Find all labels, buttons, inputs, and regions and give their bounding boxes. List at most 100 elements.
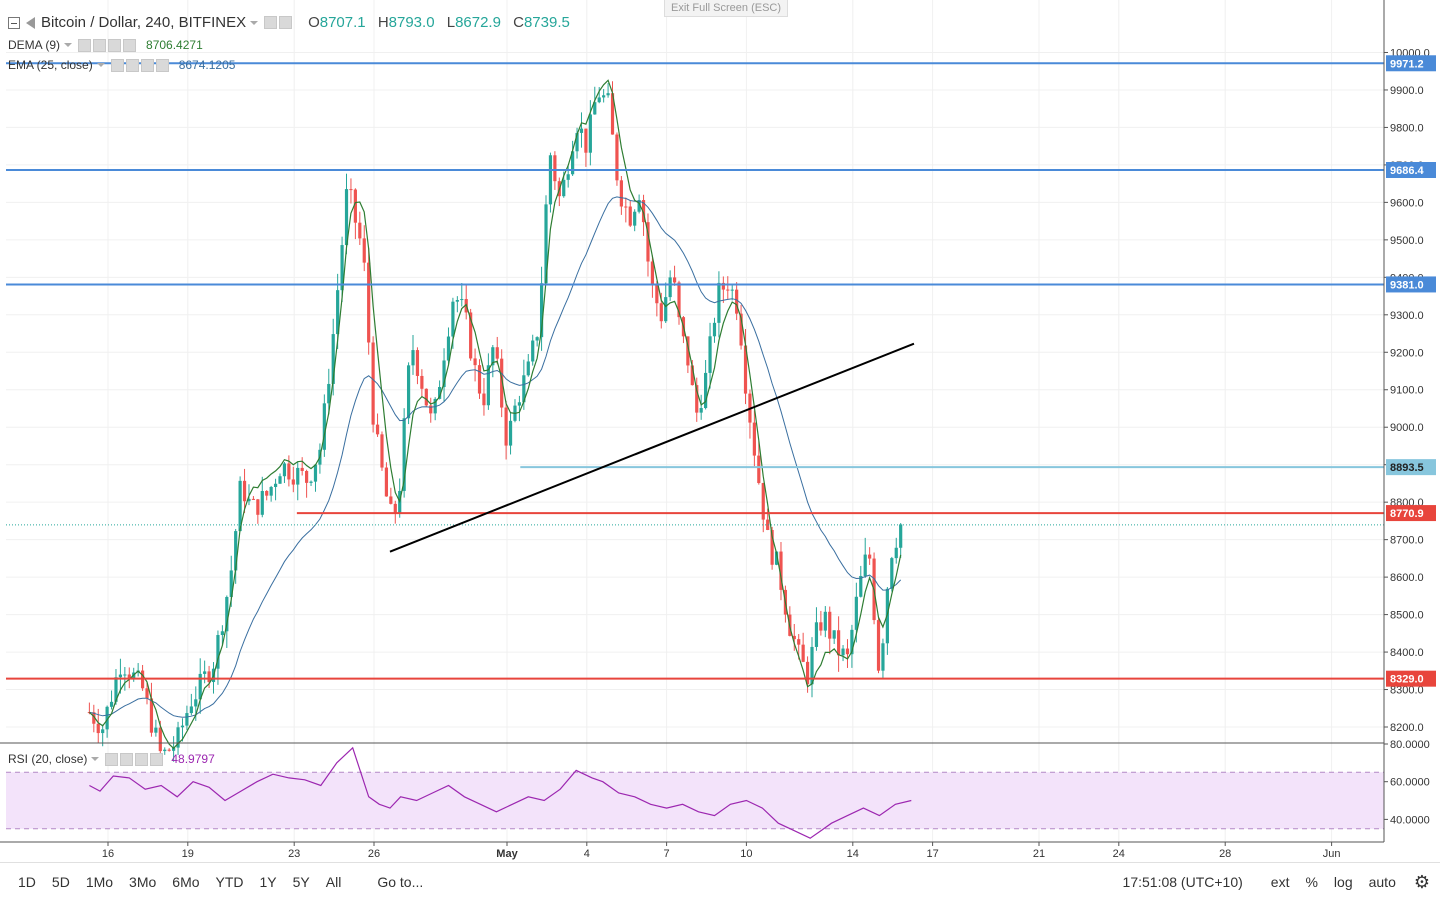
chevron-down-icon[interactable] [96, 63, 105, 67]
candle-body [234, 531, 238, 571]
chevron-down-icon[interactable] [91, 757, 100, 761]
chart-canvas[interactable]: 10000.09900.09800.09700.09600.09500.0940… [0, 0, 1440, 862]
candle [779, 542, 783, 601]
eye-icon[interactable] [78, 38, 92, 52]
settings-icon[interactable] [93, 38, 107, 52]
log-toggle[interactable]: log [1333, 874, 1353, 890]
candle-body [845, 648, 850, 655]
candle-body [167, 749, 171, 751]
dema-value: 8706.4271 [146, 38, 203, 52]
rsi-band [6, 772, 1384, 829]
percent-toggle[interactable]: % [1305, 874, 1318, 890]
candle-body [491, 347, 495, 366]
range-3mo-button[interactable]: 3Mo [129, 873, 157, 890]
range-5d-button[interactable]: 5D [51, 873, 70, 890]
candle-body [548, 155, 553, 205]
candle-body [269, 486, 273, 496]
price-tick-label: 9000.0 [1390, 422, 1424, 434]
settings-icon[interactable] [120, 752, 134, 766]
plus-icon[interactable] [140, 58, 154, 72]
time-tick-label: May [496, 848, 518, 860]
range-1mo-button[interactable]: 1Mo [85, 873, 114, 890]
candle [353, 188, 357, 240]
eye-icon[interactable] [105, 752, 119, 766]
plus-icon[interactable] [108, 38, 122, 52]
candle-body [114, 677, 118, 702]
price-tick-label: 8600.0 [1390, 572, 1424, 584]
candle [344, 173, 349, 255]
gear-icon[interactable]: ⚙ [1413, 871, 1430, 892]
candle [185, 705, 189, 731]
candle [504, 400, 508, 460]
candle [269, 485, 273, 502]
chevron-down-icon[interactable] [64, 43, 73, 47]
level-label-bg [1386, 276, 1436, 293]
candle-body [327, 383, 331, 404]
chevron-down-icon[interactable] [250, 20, 259, 25]
candle-body [637, 200, 641, 212]
eye-icon[interactable] [110, 58, 124, 72]
candle-body [446, 336, 451, 361]
range-6mo-button[interactable]: 6Mo [172, 873, 200, 890]
settings-icon[interactable] [125, 58, 139, 72]
candle-body [828, 611, 832, 639]
candle [899, 523, 903, 558]
range-1y-button[interactable]: 1Y [259, 873, 277, 890]
candle [650, 255, 655, 298]
candle-body [242, 480, 247, 502]
level-label: 9686.4 [1390, 165, 1425, 177]
legend-dema[interactable]: DEMA (9) 8706.4271 [8, 38, 203, 52]
settings-icon[interactable] [264, 16, 278, 29]
range-1d-button[interactable]: 1D [18, 873, 36, 890]
clock-readout[interactable]: 17:51:08 (UTC+10) [1122, 874, 1243, 890]
exit-fullscreen-button[interactable]: Exit Full Screen (ESC) [664, 0, 789, 17]
candle-body [810, 646, 814, 685]
close-icon[interactable] [150, 752, 164, 766]
close-icon[interactable] [123, 38, 137, 52]
candle [837, 616, 841, 672]
range-5y-button[interactable]: 5Y [292, 873, 310, 890]
candle-body [899, 524, 903, 548]
time-tick-label: 16 [102, 848, 114, 860]
candle-body [406, 365, 411, 419]
candle [801, 632, 805, 663]
time-tick-label: 14 [847, 848, 859, 860]
candle [792, 623, 796, 651]
source-icon[interactable] [279, 16, 293, 29]
candle [105, 705, 109, 738]
candle [203, 660, 207, 684]
candle [322, 394, 326, 457]
candle-body [349, 189, 353, 191]
price-axis-bg [1384, 0, 1440, 862]
ext-toggle[interactable]: ext [1270, 874, 1290, 890]
goto-button[interactable]: Go to... [377, 873, 424, 890]
candle [748, 389, 752, 439]
collapse-icon[interactable] [8, 16, 20, 29]
legend-rsi[interactable]: RSI (20, close) 48.9797 [8, 752, 215, 766]
candle [832, 630, 836, 644]
candle-body [353, 189, 357, 223]
candle-body [677, 282, 681, 318]
candle-body [251, 498, 256, 500]
candle-body [712, 322, 717, 337]
candle [633, 209, 637, 232]
plus-icon[interactable] [135, 752, 149, 766]
candle [544, 195, 548, 285]
candle-body [695, 385, 699, 413]
range-ytd-button[interactable]: YTD [215, 873, 244, 890]
legend-ema[interactable]: EMA (25, close) 8674.1205 [8, 58, 235, 72]
candle [628, 200, 632, 228]
open-label: O [308, 14, 320, 31]
level-label-bg [1386, 505, 1436, 522]
flag-icon[interactable] [26, 16, 35, 29]
candle-body [265, 490, 269, 496]
candle-body [814, 622, 819, 647]
range-all-button[interactable]: All [325, 873, 342, 890]
candle-body [176, 727, 180, 748]
candle-body [482, 393, 486, 406]
close-icon[interactable] [155, 58, 169, 72]
auto-toggle[interactable]: auto [1368, 874, 1396, 890]
candle-body [774, 551, 779, 565]
candle [220, 625, 224, 645]
close-label: C [513, 14, 524, 31]
